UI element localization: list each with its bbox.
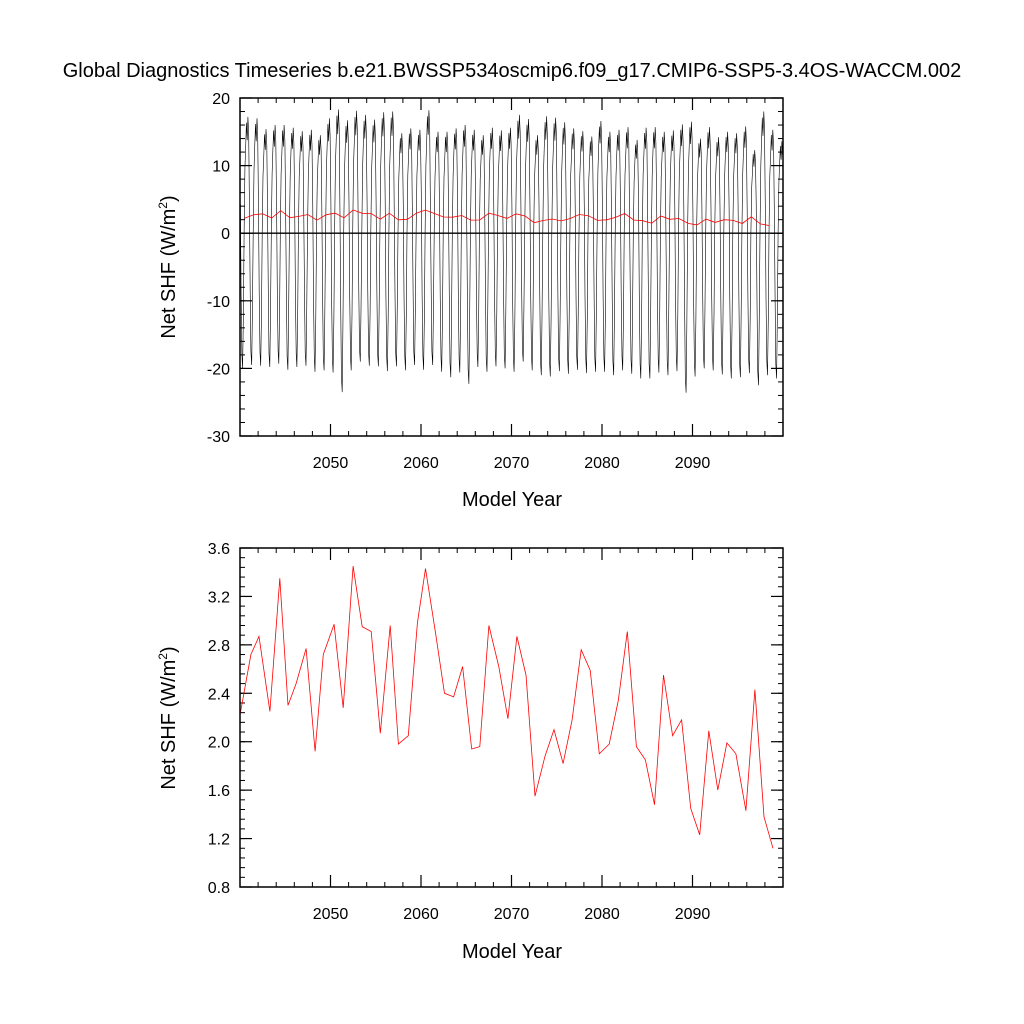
y-tick-label: 0	[221, 226, 230, 243]
x-tick-label: 2070	[494, 455, 530, 472]
monthly-series-line	[240, 109, 783, 393]
plot-frame	[239, 547, 784, 888]
y-tick-label: 2.0	[208, 735, 230, 752]
x-tick-label: 2060	[403, 455, 439, 472]
x-tick-label: 2070	[494, 906, 530, 923]
y-tick-label: -20	[207, 361, 230, 378]
y-tick-label: 3.6	[208, 541, 230, 558]
y-tick-label: 1.6	[208, 783, 230, 800]
y-tick-label: 0.8	[208, 880, 230, 897]
x-axis-label: Model Year	[462, 941, 562, 963]
plot-frame	[239, 97, 784, 437]
x-tick-label: 2090	[675, 906, 711, 923]
y-tick-label: 10	[212, 159, 230, 176]
y-tick-label: 20	[212, 91, 230, 108]
y-tick-label: -30	[207, 429, 230, 446]
y-tick-label: 2.4	[208, 686, 230, 703]
x-tick-label: 2090	[675, 455, 711, 472]
y-tick-label: 3.2	[208, 589, 230, 606]
x-tick-label: 2080	[584, 906, 620, 923]
x-tick-label: 2060	[403, 906, 439, 923]
x-tick-label: 2050	[313, 906, 349, 923]
y-axis-label: Net SHF (W/m2)	[156, 195, 180, 338]
x-tick-label: 2050	[313, 455, 349, 472]
y-tick-label: 1.2	[208, 832, 230, 849]
y-tick-label: -10	[207, 294, 230, 311]
annual-mean-panel: Model Year Net SHF (W/m2) 2050 2060 2070 20…	[156, 541, 784, 963]
monthly-timeseries-panel: Model Year Net SHF (W/m2) 2050 2060 2070 20…	[156, 91, 784, 511]
page-title: Global Diagnostics Timeseries b.e21.BWSS…	[62, 60, 962, 82]
annual-mean-series-line	[239, 566, 774, 849]
annual-mean-series-line	[244, 209, 770, 226]
x-axis-label: Model Year	[462, 489, 562, 511]
x-tick-label: 2080	[584, 455, 620, 472]
y-tick-label: 2.8	[208, 638, 230, 655]
y-axis-label: Net SHF (W/m2)	[156, 646, 180, 789]
